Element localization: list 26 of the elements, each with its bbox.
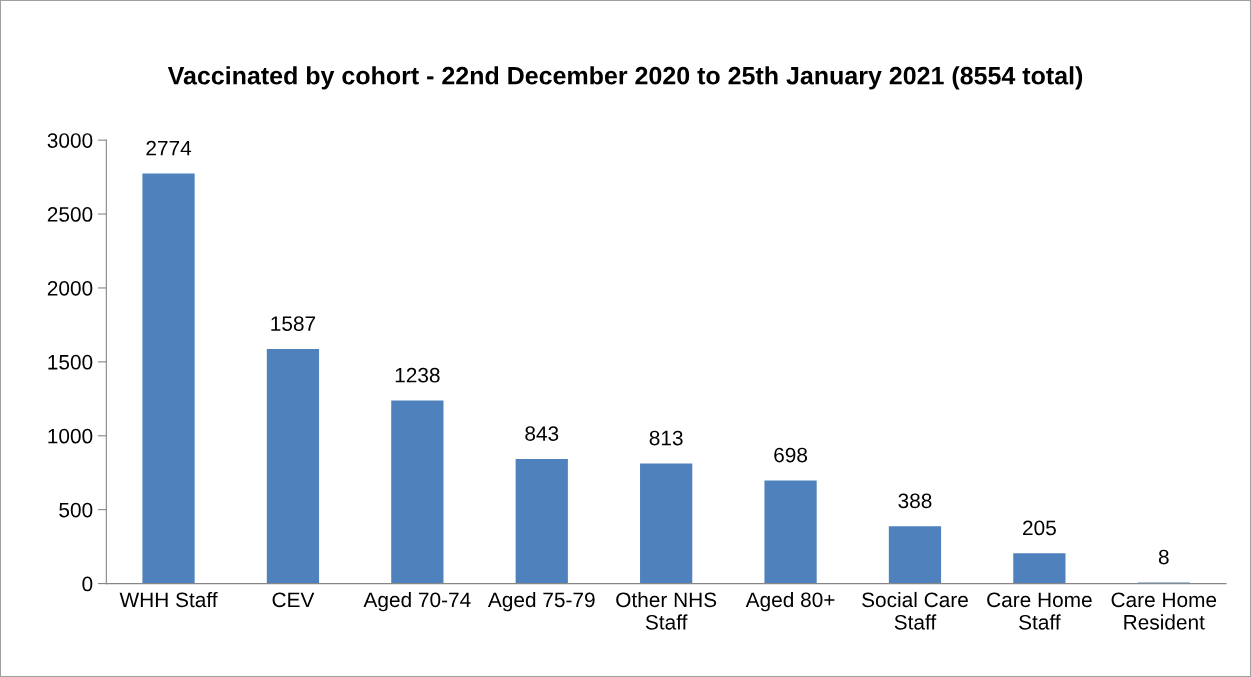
data-label: 698 — [774, 447, 808, 463]
y-tick-label: 2500 — [47, 207, 93, 222]
data-label: 205 — [1023, 520, 1056, 536]
y-tick-label: 1000 — [48, 428, 93, 444]
x-tick-label: Aged 70-74 — [363, 591, 471, 612]
x-tick-label: Social Care Staff — [862, 591, 968, 630]
y-tick-label: 2000 — [47, 280, 93, 296]
x-tick-label: CEV — [272, 592, 315, 608]
data-label: 8 — [1158, 549, 1169, 565]
x-tick-label: WHH Staff — [119, 591, 218, 608]
data-label: 813 — [649, 430, 683, 446]
data-label: 388 — [898, 493, 932, 509]
y-tick-label: 1500 — [48, 354, 93, 370]
data-label: 2774 — [146, 140, 192, 156]
y-tick-label: 3000 — [47, 133, 93, 148]
x-tick-label: Other NHS Staff — [616, 591, 717, 630]
y-tick-label: 0 — [82, 576, 93, 592]
data-label: 1587 — [271, 316, 316, 331]
data-label: 843 — [525, 426, 559, 441]
x-tick-label: Care Home Staff — [987, 592, 1092, 630]
x-tick-label: Aged 80+ — [745, 591, 835, 612]
x-tick-label: Care Home Resident — [1111, 592, 1217, 630]
chart-title: Vaccinated by cohort - 22nd December 2020 to 25th January 2021 (8554 total) — [167, 66, 1083, 90]
x-tick-label: Aged 75-79 — [487, 591, 595, 612]
y-tick-label: 500 — [59, 502, 93, 518]
data-label: 1238 — [395, 367, 440, 383]
